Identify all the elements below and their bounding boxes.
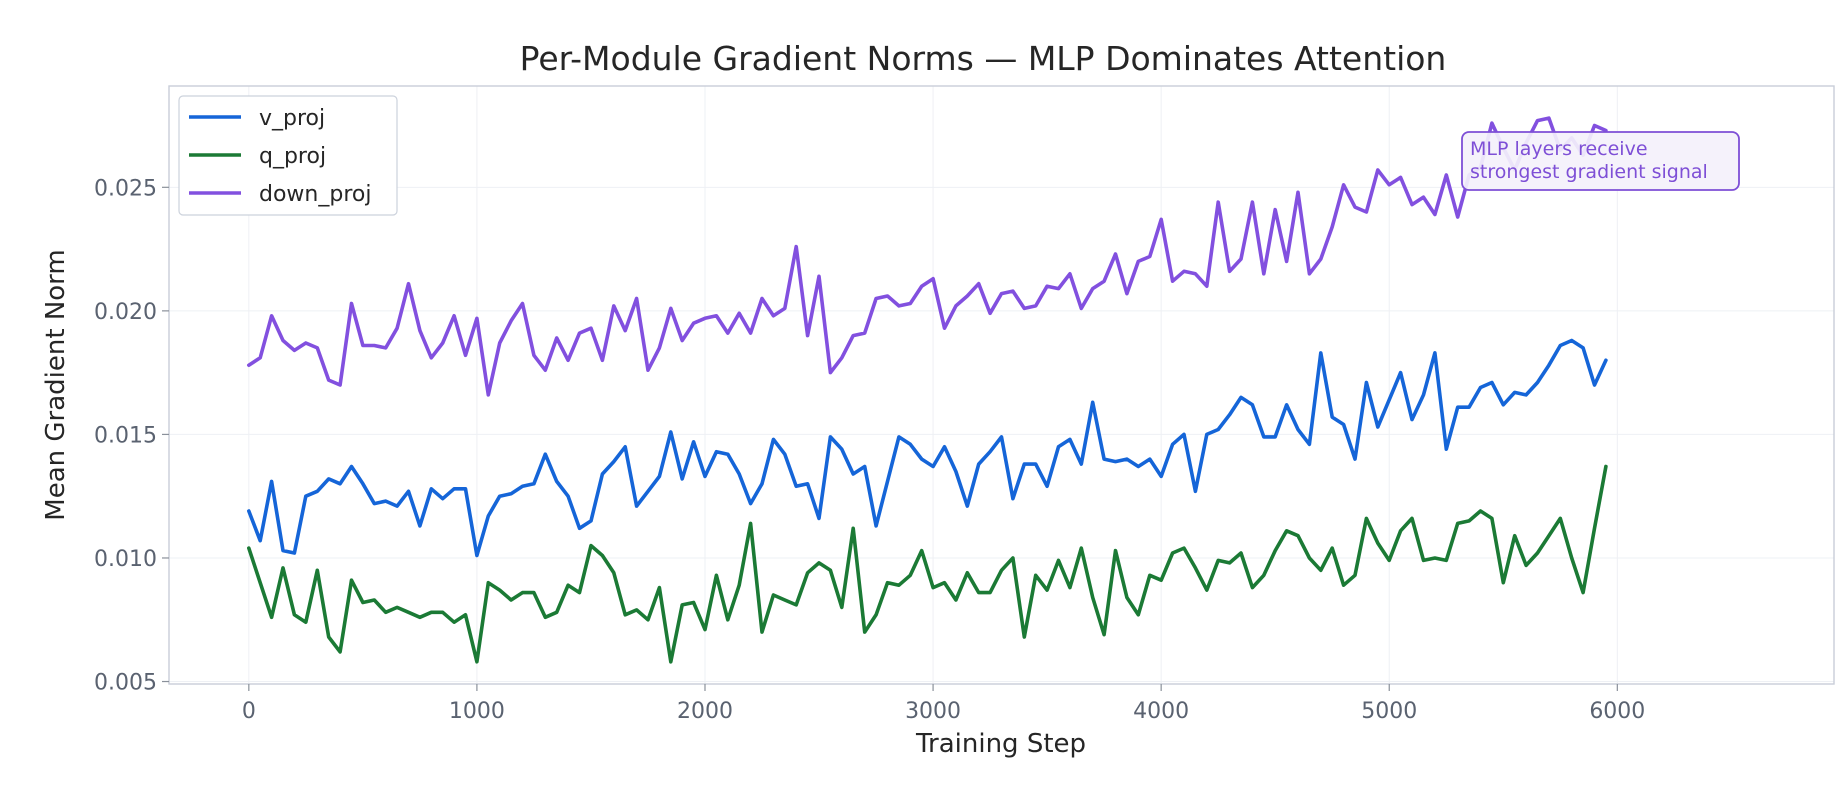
- y-axis-label: Mean Gradient Norm: [41, 249, 71, 520]
- x-tick-label: 3000: [905, 699, 961, 724]
- annotation-text: MLP layers receive: [1470, 138, 1648, 160]
- series-line-q-proj: [247, 464, 1608, 664]
- y-tick-label: 0.020: [94, 300, 157, 325]
- series-line-down-proj: [247, 116, 1608, 397]
- legend-label: v_proj: [259, 106, 325, 131]
- legend-box: [178, 95, 398, 216]
- x-tick-label: 4000: [1133, 699, 1189, 724]
- plot-frame: [168, 85, 1835, 685]
- y-axis: 0.005 0.010 0.015 0.020 0.025: [94, 176, 169, 696]
- chart-title: Per-Module Gradient Norms — MLP Dominate…: [520, 39, 1447, 78]
- legend: v_proj q_proj down_proj: [178, 95, 398, 216]
- series-line-v-proj: [247, 338, 1608, 558]
- x-axis: 0 1000 2000 3000 4000 5000 6000: [242, 684, 1645, 724]
- x-axis-label: Training Step: [915, 729, 1086, 759]
- y-tick-label: 0.005: [94, 671, 157, 696]
- annotation-box: [1461, 131, 1740, 191]
- y-tick-label: 0.025: [94, 176, 157, 201]
- x-tick-label: 6000: [1589, 699, 1645, 724]
- x-tick-label: 1000: [449, 699, 505, 724]
- legend-label: q_proj: [259, 144, 326, 169]
- series-layer: [247, 116, 1608, 664]
- y-tick-label: 0.010: [94, 547, 157, 572]
- annotation-text: strongest gradient signal: [1470, 161, 1708, 183]
- x-tick-label: 0: [242, 699, 256, 724]
- y-tick-label: 0.015: [94, 423, 157, 448]
- x-tick-label: 2000: [677, 699, 733, 724]
- legend-label: down_proj: [259, 182, 371, 207]
- x-tick-label: 5000: [1361, 699, 1417, 724]
